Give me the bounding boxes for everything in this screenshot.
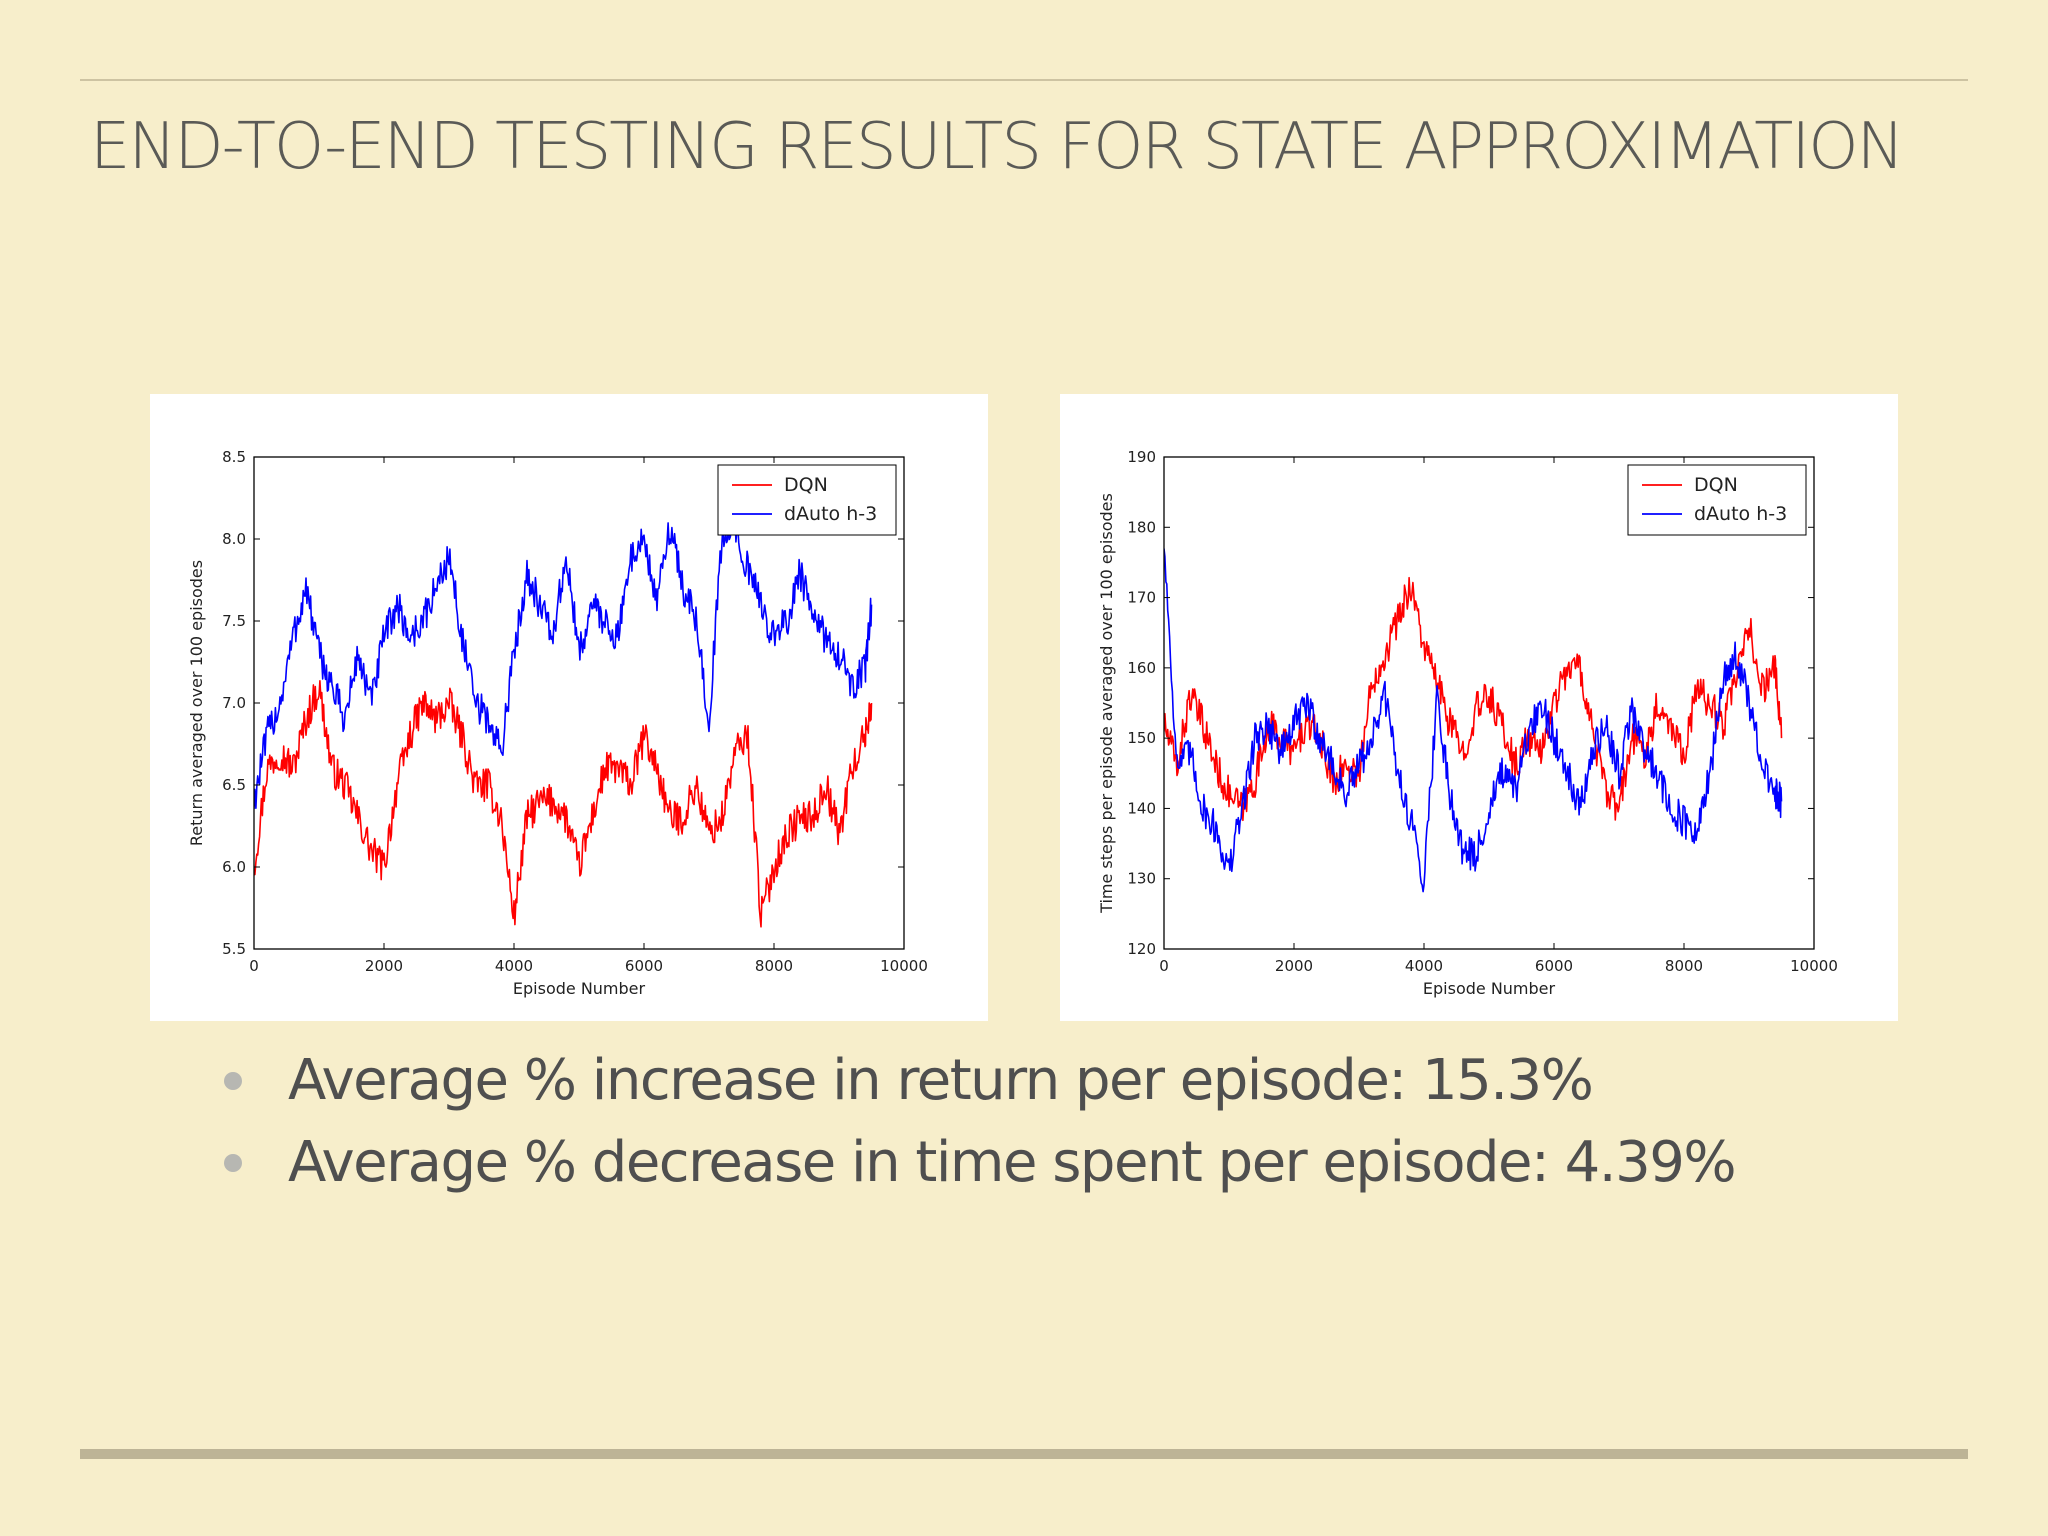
bullet-dot-icon (224, 1154, 242, 1172)
x-tick-label: 2000 (1275, 957, 1313, 975)
plot-frame (1163, 456, 1815, 950)
y-tick-label: 160 (1127, 659, 1156, 677)
bullet-time-decrease: Average % decrease in time spent per epi… (220, 1122, 1737, 1204)
y-tick-label: 8.0 (222, 530, 246, 548)
y-axis-label: Return averaged over 100 episodes (187, 560, 206, 846)
series-line-dqn (1164, 576, 1783, 822)
y-tick-label: 8.5 (222, 448, 246, 466)
legend-box (1627, 464, 1807, 536)
bullet-text: Average % increase in return per episode… (288, 1048, 1594, 1113)
bullet-return-increase: Average % increase in return per episode… (220, 1040, 1735, 1122)
legend-entry: DQN (1694, 474, 1738, 496)
series-line-dqn (254, 679, 873, 928)
return-chart-panel: 0 2000 4000 6000 8000 10000 5.5 6.0 6.5 7.0 7.5 8.0… (150, 394, 988, 1021)
y-tick-label: 150 (1127, 729, 1156, 747)
return-chart: 0 2000 4000 6000 8000 10000 5.5 6.0 6.5 7.0 7.5 8.0… (187, 448, 928, 998)
series-line-dauto-h3 (254, 507, 873, 810)
series-line-dauto-h3 (1164, 548, 1783, 893)
y-tick-label: 190 (1127, 448, 1156, 466)
x-tick-label: 10000 (880, 957, 928, 975)
slide-title: END-TO-END TESTING RESULTS FOR STATE APP… (90, 110, 1904, 184)
x-tick-label: 10000 (1790, 957, 1838, 975)
legend-entry: DQN (784, 474, 828, 496)
x-tick-label: 0 (249, 957, 259, 975)
y-tick-label: 120 (1127, 940, 1156, 958)
timesteps-chart: 0 2000 4000 6000 8000 10000 120 130 140 150 160 170… (1097, 448, 1838, 998)
timesteps-chart-panel: 0 2000 4000 6000 8000 10000 120 130 140 150 160 170… (1060, 394, 1898, 1021)
y-tick-label: 7.5 (222, 612, 246, 630)
x-tick-label: 6000 (1535, 957, 1573, 975)
y-tick-label: 6.0 (222, 858, 246, 876)
legend-entry: dAuto h-3 (784, 503, 877, 525)
bullet-list: Average % increase in return per episode… (220, 1040, 1737, 1204)
y-tick-label: 5.5 (222, 940, 246, 958)
x-tick-label: 8000 (755, 957, 793, 975)
top-divider (80, 79, 1968, 81)
legend-entry: dAuto h-3 (1694, 503, 1787, 525)
y-tick-label: 7.0 (222, 694, 246, 712)
x-tick-label: 6000 (625, 957, 663, 975)
x-tick-label: 0 (1159, 957, 1169, 975)
x-tick-label: 4000 (495, 957, 533, 975)
x-axis-label: Episode Number (513, 979, 646, 998)
x-tick-label: 4000 (1405, 957, 1443, 975)
bullet-text: Average % decrease in time spent per epi… (288, 1130, 1737, 1195)
x-tick-label: 2000 (365, 957, 403, 975)
bullet-dot-icon (224, 1072, 242, 1090)
legend-box (717, 464, 897, 536)
y-tick-label: 130 (1127, 870, 1156, 888)
y-tick-label: 170 (1127, 589, 1156, 607)
x-tick-label: 8000 (1665, 957, 1703, 975)
bottom-divider (80, 1449, 1968, 1459)
x-axis-label: Episode Number (1423, 979, 1556, 998)
y-tick-label: 140 (1127, 799, 1156, 817)
y-tick-label: 180 (1127, 518, 1156, 536)
y-axis-label: Time steps per episode averaged over 100… (1097, 493, 1116, 914)
y-tick-label: 6.5 (222, 776, 246, 794)
